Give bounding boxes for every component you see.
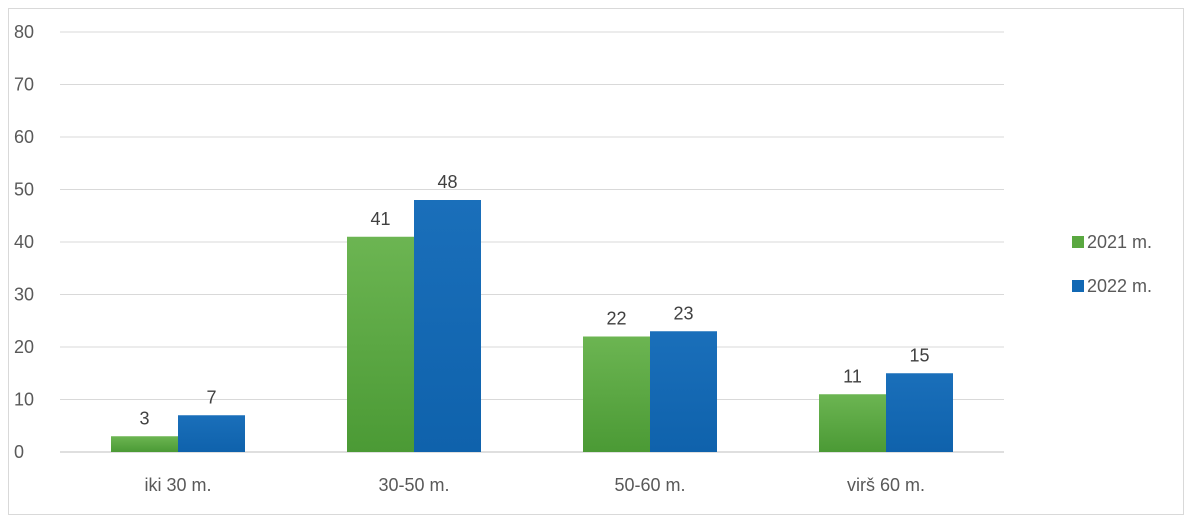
y-tick-label: 40 [14,232,34,252]
x-axis-categories: iki 30 m. 30-50 m. 50-60 m. virš 60 m. [144,475,925,495]
category-label: 30-50 m. [378,475,449,495]
y-tick-label: 20 [14,337,34,357]
chart-frame [8,8,1184,515]
y-tick-label: 0 [14,442,24,462]
data-label: 15 [909,345,929,365]
bar-2021 [347,236,414,452]
data-label: 3 [139,408,149,428]
legend-label: 2021 m. [1087,232,1152,252]
legend: 2021 m. 2022 m. [1072,232,1152,296]
data-label: 11 [843,366,862,386]
legend-label: 2022 m. [1087,276,1152,296]
data-label: 48 [437,172,457,192]
y-axis-ticks: 0 10 20 30 40 50 60 70 80 [14,22,34,462]
category-label: iki 30 m. [144,475,211,495]
y-tick-label: 10 [14,390,34,410]
data-labels: 3 7 41 48 22 23 11 15 [139,172,929,428]
bar-2022 [178,415,245,452]
bar-2022 [414,200,481,452]
bar-2022 [650,331,717,452]
y-tick-label: 60 [14,127,34,147]
legend-swatch [1072,236,1084,248]
data-label: 7 [206,387,216,407]
gridlines [60,31,1004,453]
bar-2021 [583,336,650,452]
category-label: 50-60 m. [614,475,685,495]
data-label: 41 [370,209,390,229]
bar-2021 [111,436,178,452]
y-tick-label: 30 [14,285,34,305]
y-tick-label: 80 [14,22,34,42]
y-tick-label: 50 [14,180,34,200]
legend-swatch [1072,280,1084,292]
category-label: virš 60 m. [847,475,925,495]
bar-2021 [819,394,886,452]
bars [111,200,953,452]
bar-2022 [886,373,953,452]
y-tick-label: 70 [14,75,34,95]
data-label: 22 [606,309,626,329]
data-label: 23 [673,303,693,323]
